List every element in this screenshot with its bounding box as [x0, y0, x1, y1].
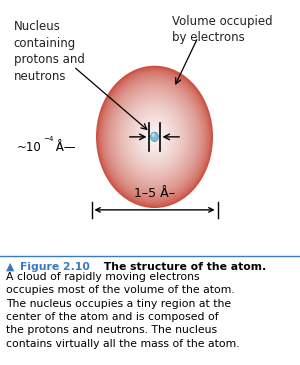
- Ellipse shape: [113, 86, 196, 188]
- Text: 1–5 Å–: 1–5 Å–: [134, 187, 175, 200]
- Text: $^{-4}$: $^{-4}$: [43, 136, 55, 146]
- Ellipse shape: [114, 87, 196, 187]
- Ellipse shape: [109, 82, 200, 192]
- Ellipse shape: [110, 82, 199, 191]
- Text: Volume occupied
by electrons: Volume occupied by electrons: [172, 15, 273, 44]
- Ellipse shape: [120, 95, 189, 179]
- Ellipse shape: [126, 102, 183, 172]
- Ellipse shape: [137, 115, 172, 158]
- Ellipse shape: [114, 88, 195, 186]
- Ellipse shape: [135, 113, 174, 161]
- Ellipse shape: [108, 81, 201, 193]
- Ellipse shape: [141, 121, 168, 153]
- Ellipse shape: [128, 104, 182, 170]
- Ellipse shape: [119, 94, 190, 180]
- Ellipse shape: [122, 97, 188, 177]
- Ellipse shape: [124, 100, 184, 173]
- Ellipse shape: [111, 84, 198, 189]
- Text: ~10: ~10: [16, 141, 41, 154]
- Ellipse shape: [148, 129, 161, 145]
- Ellipse shape: [118, 92, 191, 181]
- Ellipse shape: [132, 109, 177, 165]
- Ellipse shape: [140, 119, 169, 155]
- Ellipse shape: [130, 107, 179, 167]
- Ellipse shape: [141, 120, 168, 154]
- Ellipse shape: [138, 116, 171, 157]
- Ellipse shape: [105, 76, 204, 197]
- Ellipse shape: [107, 79, 202, 195]
- Ellipse shape: [138, 117, 171, 157]
- Ellipse shape: [143, 123, 166, 150]
- Ellipse shape: [144, 124, 165, 149]
- Ellipse shape: [146, 126, 163, 147]
- Ellipse shape: [98, 68, 211, 205]
- Ellipse shape: [116, 90, 193, 184]
- Text: ▲: ▲: [6, 262, 14, 272]
- Ellipse shape: [145, 125, 164, 149]
- Ellipse shape: [146, 127, 163, 147]
- Ellipse shape: [115, 89, 194, 185]
- Ellipse shape: [129, 106, 180, 168]
- Ellipse shape: [131, 108, 178, 165]
- Ellipse shape: [127, 103, 182, 171]
- Ellipse shape: [100, 71, 208, 203]
- Ellipse shape: [111, 84, 198, 190]
- Ellipse shape: [122, 98, 187, 176]
- Ellipse shape: [106, 77, 203, 196]
- Ellipse shape: [123, 99, 186, 175]
- Ellipse shape: [143, 123, 166, 151]
- Ellipse shape: [130, 108, 178, 166]
- Text: The structure of the atom.: The structure of the atom.: [100, 262, 267, 272]
- Ellipse shape: [99, 69, 210, 204]
- Ellipse shape: [108, 80, 201, 194]
- Ellipse shape: [139, 118, 170, 155]
- Ellipse shape: [136, 114, 173, 160]
- Ellipse shape: [124, 100, 185, 174]
- Circle shape: [152, 133, 155, 137]
- Text: Nucleus
containing
protons and
neutrons: Nucleus containing protons and neutrons: [14, 20, 84, 82]
- Ellipse shape: [151, 132, 158, 141]
- Ellipse shape: [133, 110, 176, 164]
- Ellipse shape: [96, 66, 213, 208]
- Ellipse shape: [152, 133, 158, 141]
- Ellipse shape: [136, 115, 173, 159]
- Ellipse shape: [152, 134, 157, 139]
- Ellipse shape: [121, 96, 188, 178]
- Ellipse shape: [142, 122, 167, 152]
- Ellipse shape: [134, 112, 175, 162]
- Ellipse shape: [147, 128, 162, 146]
- Ellipse shape: [116, 91, 193, 183]
- Ellipse shape: [102, 73, 207, 201]
- Ellipse shape: [106, 78, 203, 196]
- Ellipse shape: [100, 70, 209, 204]
- Ellipse shape: [149, 131, 160, 143]
- Ellipse shape: [149, 130, 160, 144]
- Ellipse shape: [117, 92, 192, 182]
- Ellipse shape: [103, 74, 206, 199]
- Text: Å—: Å—: [52, 141, 76, 154]
- Ellipse shape: [97, 66, 212, 207]
- Ellipse shape: [150, 131, 159, 142]
- Ellipse shape: [98, 68, 212, 206]
- Ellipse shape: [133, 111, 176, 163]
- Ellipse shape: [101, 72, 208, 202]
- Ellipse shape: [119, 93, 190, 180]
- Ellipse shape: [103, 74, 206, 200]
- Text: A cloud of rapidly moving electrons
occupies most of the volume of the atom.
The: A cloud of rapidly moving electrons occu…: [6, 272, 240, 349]
- Ellipse shape: [112, 85, 197, 188]
- Ellipse shape: [104, 76, 205, 198]
- Ellipse shape: [128, 105, 181, 169]
- Ellipse shape: [125, 101, 184, 173]
- Ellipse shape: [153, 135, 156, 139]
- Text: Figure 2.10: Figure 2.10: [20, 262, 90, 272]
- Circle shape: [151, 132, 158, 142]
